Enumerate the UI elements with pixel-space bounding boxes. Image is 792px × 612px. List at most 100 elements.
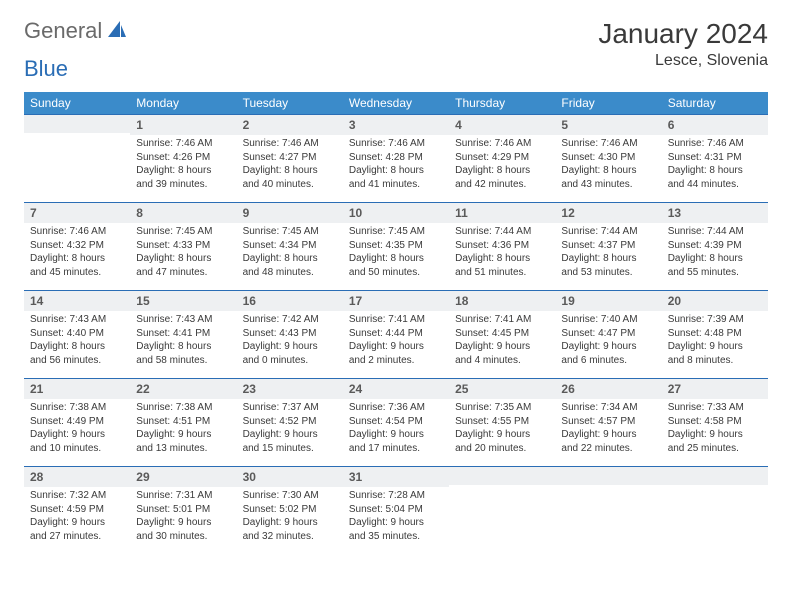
sunset-text: Sunset: 4:37 PM [561, 239, 655, 253]
day-details: Sunrise: 7:44 AMSunset: 4:37 PMDaylight:… [555, 223, 661, 283]
sunrise-text: Sunrise: 7:35 AM [455, 401, 549, 415]
day-details: Sunrise: 7:45 AMSunset: 4:35 PMDaylight:… [343, 223, 449, 283]
daylight-text: Daylight: 9 hours and 22 minutes. [561, 428, 655, 455]
daylight-text: Daylight: 8 hours and 47 minutes. [136, 252, 230, 279]
day-details: Sunrise: 7:46 AMSunset: 4:26 PMDaylight:… [130, 135, 236, 195]
calendar-cell: 31Sunrise: 7:28 AMSunset: 5:04 PMDayligh… [343, 467, 449, 555]
day-details: Sunrise: 7:38 AMSunset: 4:49 PMDaylight:… [24, 399, 130, 459]
calendar-page: General January 2024 Lesce, Slovenia Blu… [0, 0, 792, 573]
day-number: 17 [343, 291, 449, 311]
calendar-cell [449, 467, 555, 555]
sunrise-text: Sunrise: 7:41 AM [455, 313, 549, 327]
day-number: 15 [130, 291, 236, 311]
daylight-text: Daylight: 8 hours and 58 minutes. [136, 340, 230, 367]
sunrise-text: Sunrise: 7:30 AM [243, 489, 337, 503]
month-title: January 2024 [598, 18, 768, 50]
sunset-text: Sunset: 4:36 PM [455, 239, 549, 253]
day-number: 27 [662, 379, 768, 399]
logo-text-general: General [24, 18, 102, 44]
sunrise-text: Sunrise: 7:28 AM [349, 489, 443, 503]
daylight-text: Daylight: 8 hours and 53 minutes. [561, 252, 655, 279]
calendar-cell: 22Sunrise: 7:38 AMSunset: 4:51 PMDayligh… [130, 379, 236, 467]
calendar-table: Sunday Monday Tuesday Wednesday Thursday… [24, 92, 768, 555]
calendar-cell: 6Sunrise: 7:46 AMSunset: 4:31 PMDaylight… [662, 115, 768, 203]
sunrise-text: Sunrise: 7:46 AM [561, 137, 655, 151]
day-details: Sunrise: 7:41 AMSunset: 4:44 PMDaylight:… [343, 311, 449, 371]
sunset-text: Sunset: 4:30 PM [561, 151, 655, 165]
daylight-text: Daylight: 8 hours and 39 minutes. [136, 164, 230, 191]
day-details: Sunrise: 7:32 AMSunset: 4:59 PMDaylight:… [24, 487, 130, 547]
sunset-text: Sunset: 4:58 PM [668, 415, 762, 429]
day-number: 8 [130, 203, 236, 223]
sunrise-text: Sunrise: 7:31 AM [136, 489, 230, 503]
calendar-cell: 25Sunrise: 7:35 AMSunset: 4:55 PMDayligh… [449, 379, 555, 467]
day-number: 2 [237, 115, 343, 135]
day-number: 1 [130, 115, 236, 135]
day-number: 10 [343, 203, 449, 223]
day-header: Saturday [662, 92, 768, 115]
day-details: Sunrise: 7:36 AMSunset: 4:54 PMDaylight:… [343, 399, 449, 459]
day-details: Sunrise: 7:45 AMSunset: 4:34 PMDaylight:… [237, 223, 343, 283]
sunset-text: Sunset: 4:54 PM [349, 415, 443, 429]
day-number: 29 [130, 467, 236, 487]
sunrise-text: Sunrise: 7:33 AM [668, 401, 762, 415]
sunset-text: Sunset: 4:35 PM [349, 239, 443, 253]
sunrise-text: Sunrise: 7:46 AM [136, 137, 230, 151]
day-number: 25 [449, 379, 555, 399]
daylight-text: Daylight: 8 hours and 45 minutes. [30, 252, 124, 279]
sunrise-text: Sunrise: 7:38 AM [30, 401, 124, 415]
calendar-cell: 27Sunrise: 7:33 AMSunset: 4:58 PMDayligh… [662, 379, 768, 467]
calendar-cell: 30Sunrise: 7:30 AMSunset: 5:02 PMDayligh… [237, 467, 343, 555]
daylight-text: Daylight: 8 hours and 40 minutes. [243, 164, 337, 191]
sunrise-text: Sunrise: 7:38 AM [136, 401, 230, 415]
calendar-cell: 10Sunrise: 7:45 AMSunset: 4:35 PMDayligh… [343, 203, 449, 291]
sunset-text: Sunset: 4:47 PM [561, 327, 655, 341]
daylight-text: Daylight: 9 hours and 4 minutes. [455, 340, 549, 367]
calendar-cell: 26Sunrise: 7:34 AMSunset: 4:57 PMDayligh… [555, 379, 661, 467]
day-number [555, 467, 661, 485]
day-header-row: Sunday Monday Tuesday Wednesday Thursday… [24, 92, 768, 115]
day-number: 6 [662, 115, 768, 135]
day-details: Sunrise: 7:39 AMSunset: 4:48 PMDaylight:… [662, 311, 768, 371]
day-number: 20 [662, 291, 768, 311]
calendar-cell: 7Sunrise: 7:46 AMSunset: 4:32 PMDaylight… [24, 203, 130, 291]
sunset-text: Sunset: 4:59 PM [30, 503, 124, 517]
day-number: 30 [237, 467, 343, 487]
calendar-cell: 16Sunrise: 7:42 AMSunset: 4:43 PMDayligh… [237, 291, 343, 379]
day-details: Sunrise: 7:34 AMSunset: 4:57 PMDaylight:… [555, 399, 661, 459]
sunset-text: Sunset: 4:28 PM [349, 151, 443, 165]
daylight-text: Daylight: 8 hours and 50 minutes. [349, 252, 443, 279]
sunrise-text: Sunrise: 7:45 AM [349, 225, 443, 239]
calendar-cell: 9Sunrise: 7:45 AMSunset: 4:34 PMDaylight… [237, 203, 343, 291]
sunset-text: Sunset: 4:45 PM [455, 327, 549, 341]
location: Lesce, Slovenia [598, 52, 768, 70]
sunrise-text: Sunrise: 7:46 AM [243, 137, 337, 151]
calendar-week: 14Sunrise: 7:43 AMSunset: 4:40 PMDayligh… [24, 291, 768, 379]
day-details: Sunrise: 7:33 AMSunset: 4:58 PMDaylight:… [662, 399, 768, 459]
day-details: Sunrise: 7:31 AMSunset: 5:01 PMDaylight:… [130, 487, 236, 547]
sunset-text: Sunset: 4:41 PM [136, 327, 230, 341]
calendar-week: 1Sunrise: 7:46 AMSunset: 4:26 PMDaylight… [24, 115, 768, 203]
day-details: Sunrise: 7:44 AMSunset: 4:39 PMDaylight:… [662, 223, 768, 283]
day-number [24, 115, 130, 133]
sunset-text: Sunset: 4:57 PM [561, 415, 655, 429]
day-details: Sunrise: 7:46 AMSunset: 4:28 PMDaylight:… [343, 135, 449, 195]
daylight-text: Daylight: 8 hours and 41 minutes. [349, 164, 443, 191]
daylight-text: Daylight: 9 hours and 25 minutes. [668, 428, 762, 455]
daylight-text: Daylight: 9 hours and 15 minutes. [243, 428, 337, 455]
sunset-text: Sunset: 4:27 PM [243, 151, 337, 165]
day-details [555, 485, 661, 491]
sunrise-text: Sunrise: 7:36 AM [349, 401, 443, 415]
sunset-text: Sunset: 4:26 PM [136, 151, 230, 165]
day-number: 9 [237, 203, 343, 223]
sunrise-text: Sunrise: 7:41 AM [349, 313, 443, 327]
sunrise-text: Sunrise: 7:46 AM [30, 225, 124, 239]
day-details: Sunrise: 7:43 AMSunset: 4:41 PMDaylight:… [130, 311, 236, 371]
day-details: Sunrise: 7:43 AMSunset: 4:40 PMDaylight:… [24, 311, 130, 371]
calendar-cell [24, 115, 130, 203]
day-details: Sunrise: 7:42 AMSunset: 4:43 PMDaylight:… [237, 311, 343, 371]
day-number: 16 [237, 291, 343, 311]
day-details: Sunrise: 7:46 AMSunset: 4:27 PMDaylight:… [237, 135, 343, 195]
calendar-week: 28Sunrise: 7:32 AMSunset: 4:59 PMDayligh… [24, 467, 768, 555]
daylight-text: Daylight: 9 hours and 17 minutes. [349, 428, 443, 455]
